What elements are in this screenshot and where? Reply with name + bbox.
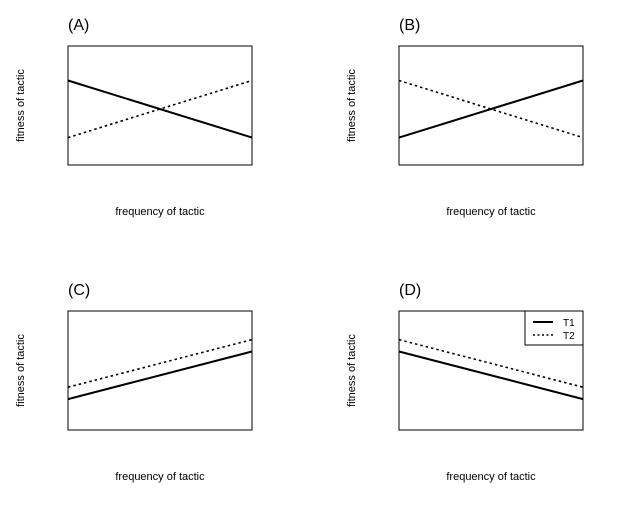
panel-c-x-axis-label: frequency of tactic bbox=[115, 471, 205, 483]
panel-a-x-axis-label: frequency of tactic bbox=[115, 206, 205, 218]
panel-b-series-dotted-line bbox=[398, 79, 584, 139]
panel-b: (B) frequency of tactic fitness of tactic bbox=[346, 17, 584, 218]
legend-box bbox=[524, 310, 584, 346]
panel-d-series-dotted-line bbox=[398, 338, 584, 388]
panel-c-frame bbox=[67, 310, 253, 431]
legend-label-t2: T2 bbox=[563, 331, 575, 342]
panel-c: (C) frequency of tactic fitness of tactic bbox=[15, 282, 253, 483]
panel-c-series-dotted-line bbox=[67, 338, 253, 388]
panel-a-series-solid-line bbox=[67, 79, 253, 139]
panel-b-series-solid-line bbox=[398, 79, 584, 139]
panel-c-series-solid-line bbox=[67, 350, 253, 401]
panel-d-label: (D) bbox=[399, 282, 421, 299]
panel-b-label: (B) bbox=[399, 17, 420, 34]
panel-d-y-axis-label: fitness of tactic bbox=[346, 334, 358, 407]
panel-d-frame bbox=[398, 310, 584, 431]
panel-d-x-axis-label: frequency of tactic bbox=[446, 471, 536, 483]
legend-label-t1: T1 bbox=[563, 318, 575, 329]
panel-b-frame bbox=[398, 45, 584, 166]
panel-a-y-axis-label: fitness of tactic bbox=[15, 69, 27, 142]
panel-b-y-axis-label: fitness of tactic bbox=[346, 69, 358, 142]
panel-d: (D) frequency of tactic fitness of tactic T… bbox=[346, 282, 584, 483]
panel-b-x-axis-label: frequency of tactic bbox=[446, 206, 536, 218]
panel-a-series-dotted-line bbox=[67, 79, 253, 139]
panel-a: (A) frequency of tactic fitness of tactic bbox=[15, 17, 253, 218]
panel-c-label: (C) bbox=[68, 282, 90, 299]
panel-a-frame bbox=[67, 45, 253, 166]
panel-d-series-solid-line bbox=[398, 350, 584, 401]
panel-c-y-axis-label: fitness of tactic bbox=[15, 334, 27, 407]
panel-a-label: (A) bbox=[68, 17, 89, 34]
